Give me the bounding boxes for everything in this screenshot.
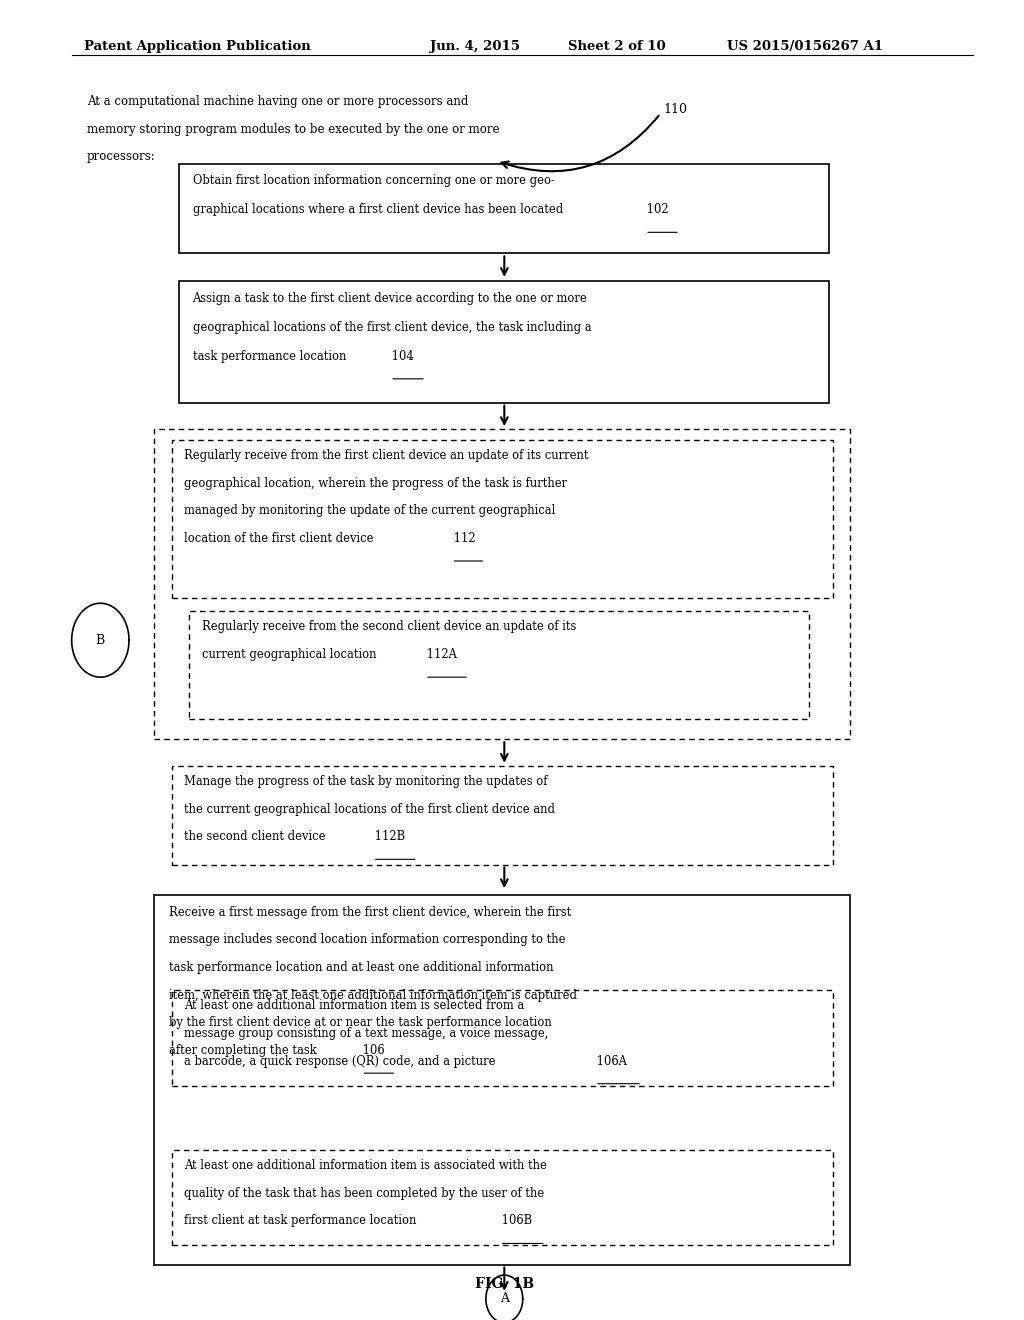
Text: a barcode, a quick response (QR) code, and a picture: a barcode, a quick response (QR) code, a… (184, 1055, 496, 1068)
Text: 106A: 106A (593, 1055, 627, 1068)
Text: after completing the task: after completing the task (169, 1044, 316, 1057)
Bar (172, 990, 833, 1086)
Bar (172, 1150, 833, 1245)
Text: first client at task performance location: first client at task performance locatio… (184, 1214, 417, 1228)
Text: managed by monitoring the update of the current geographical: managed by monitoring the update of the … (184, 504, 556, 517)
Text: Patent Application Publication: Patent Application Publication (84, 40, 310, 53)
Text: by the first client device at or near the task performance location: by the first client device at or near th… (169, 1016, 552, 1030)
Text: 102: 102 (643, 203, 669, 216)
Text: the second client device: the second client device (184, 830, 326, 843)
Text: geographical locations of the first client device, the task including a: geographical locations of the first clie… (193, 321, 591, 334)
Text: FIG. 1B: FIG. 1B (475, 1276, 534, 1291)
Text: geographical location, wherein the progress of the task is further: geographical location, wherein the progr… (184, 477, 567, 490)
Bar (154, 895, 850, 1265)
Text: Jun. 4, 2015: Jun. 4, 2015 (430, 40, 520, 53)
Text: 104: 104 (388, 350, 414, 363)
Bar (189, 611, 809, 719)
Text: US 2015/0156267 A1: US 2015/0156267 A1 (727, 40, 883, 53)
Text: 106: 106 (359, 1044, 385, 1057)
Text: quality of the task that has been completed by the user of the: quality of the task that has been comple… (184, 1187, 545, 1200)
Text: processors:: processors: (87, 150, 156, 164)
Bar (179, 281, 829, 403)
Bar (172, 766, 833, 865)
Text: At least one additional information item is selected from a: At least one additional information item… (184, 999, 524, 1012)
Text: Sheet 2 of 10: Sheet 2 of 10 (568, 40, 666, 53)
Text: Regularly receive from the second client device an update of its: Regularly receive from the second client… (202, 620, 577, 634)
Text: 110: 110 (664, 103, 687, 116)
Text: 106B: 106B (498, 1214, 531, 1228)
Text: A: A (500, 1292, 509, 1305)
Text: Regularly receive from the first client device an update of its current: Regularly receive from the first client … (184, 449, 589, 462)
Text: task performance location: task performance location (193, 350, 346, 363)
Bar (154, 429, 850, 739)
Text: current geographical location: current geographical location (202, 648, 376, 661)
Text: graphical locations where a first client device has been located: graphical locations where a first client… (193, 203, 563, 216)
Text: Manage the progress of the task by monitoring the updates of: Manage the progress of the task by monit… (184, 775, 548, 788)
Text: message includes second location information corresponding to the: message includes second location informa… (169, 933, 565, 946)
Text: location of the first client device: location of the first client device (184, 532, 374, 545)
Text: message group consisting of a text message, a voice message,: message group consisting of a text messa… (184, 1027, 549, 1040)
Text: task performance location and at least one additional information: task performance location and at least o… (169, 961, 553, 974)
Text: the current geographical locations of the first client device and: the current geographical locations of th… (184, 803, 555, 816)
Text: item, wherein the at least one additional information item is captured: item, wherein the at least one additiona… (169, 989, 577, 1002)
Text: 112A: 112A (423, 648, 457, 661)
Text: 112: 112 (450, 532, 475, 545)
Text: Assign a task to the first client device according to the one or more: Assign a task to the first client device… (193, 292, 587, 305)
Text: Obtain first location information concerning one or more geo-: Obtain first location information concer… (193, 174, 554, 187)
Text: Receive a first message from the first client device, wherein the first: Receive a first message from the first c… (169, 906, 571, 919)
Text: B: B (95, 634, 105, 647)
Bar (172, 440, 833, 598)
Bar (179, 164, 829, 253)
Text: 112B: 112B (371, 830, 404, 843)
Text: At a computational machine having one or more processors and: At a computational machine having one or… (87, 95, 468, 108)
Text: memory storing program modules to be executed by the one or more: memory storing program modules to be exe… (87, 123, 500, 136)
Text: At least one additional information item is associated with the: At least one additional information item… (184, 1159, 547, 1172)
